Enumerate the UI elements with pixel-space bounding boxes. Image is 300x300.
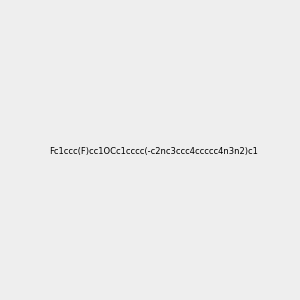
Text: Fc1ccc(F)cc1OCc1cccc(-c2nc3ccc4ccccc4n3n2)c1: Fc1ccc(F)cc1OCc1cccc(-c2nc3ccc4ccccc4n3n… [49,147,258,156]
